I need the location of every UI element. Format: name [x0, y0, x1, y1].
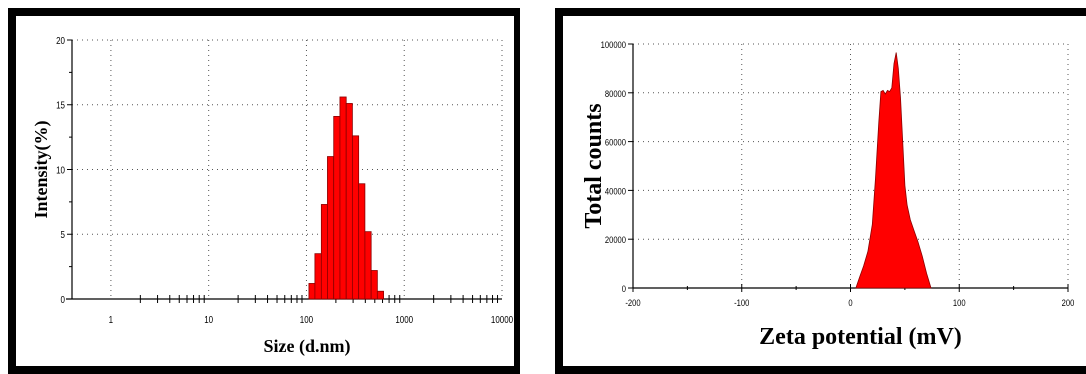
x-tick-label: 200 — [1062, 297, 1075, 308]
y-tick-label: 0 — [61, 294, 65, 305]
y-tick-label: 5 — [61, 229, 65, 240]
x-tick-label: 0 — [848, 297, 852, 308]
y-tick-label: 0 — [622, 283, 626, 294]
y-tick-label: 80000 — [605, 88, 626, 99]
histogram-bar — [376, 290, 384, 300]
zeta-area-series — [855, 52, 932, 289]
x-tick-label: 10000 — [491, 314, 513, 325]
y-tick-label: 40000 — [605, 186, 626, 197]
x-tick-label: 1000 — [395, 314, 413, 325]
y-tick-label: 20000 — [605, 234, 626, 245]
histogram-bar — [345, 103, 353, 300]
y-tick-label: 60000 — [605, 137, 626, 148]
y-tick-label: 100000 — [601, 39, 627, 50]
histogram-bar — [333, 116, 341, 300]
histogram-bar — [314, 253, 322, 300]
y-tick-label: 20 — [56, 35, 65, 46]
x-tick-label: 1 — [109, 314, 113, 325]
histogram-bar — [339, 96, 347, 300]
y-axis-title: Intensity(%) — [31, 120, 52, 218]
x-tick-label: 10 — [204, 314, 213, 325]
histogram-bar — [364, 231, 372, 300]
x-axis-title: Size (d.nm) — [264, 336, 351, 357]
histogram-bar — [358, 183, 366, 300]
y-tick-label: 15 — [56, 100, 65, 111]
x-tick-label: 100 — [953, 297, 966, 308]
histogram-bar — [320, 204, 328, 300]
size-distribution-chart: 1 10 100 1000 10000 0 5 10 15 20 Size (d.nm) Intens… — [31, 35, 513, 357]
x-tick-label: -200 — [625, 297, 640, 308]
y-axis-title: Total counts — [581, 103, 607, 228]
zeta-potential-chart: -200 -100 0 100 200 0 20000 40000 60000 80000 1000… — [581, 39, 1075, 350]
x-tick-label: -100 — [734, 297, 749, 308]
histogram-bar — [308, 283, 316, 300]
zeta-potential-panel: -200 -100 0 100 200 0 20000 40000 60000 80000 1000… — [555, 8, 1086, 374]
histogram-bar — [370, 270, 378, 300]
y-tick-label: 10 — [56, 165, 65, 176]
x-tick-label: 100 — [300, 314, 313, 325]
size-distribution-panel: 1 10 100 1000 10000 0 5 10 15 20 Size (d.nm) Intens… — [8, 8, 520, 374]
histogram-bar — [351, 135, 360, 300]
histogram-bar — [327, 156, 335, 300]
x-axis-title: Zeta potential (mV) — [759, 324, 962, 350]
